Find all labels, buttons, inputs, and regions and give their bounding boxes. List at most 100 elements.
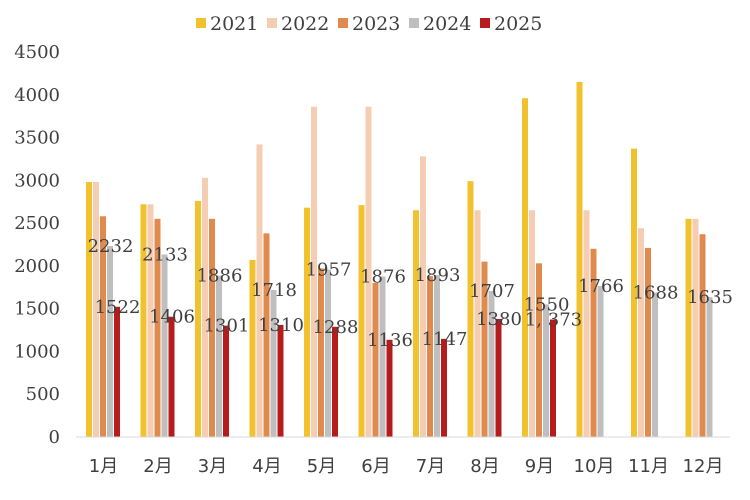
legend: 2021 2022 2023 2024 2025 xyxy=(196,13,542,35)
bar-2023-2月 xyxy=(154,218,161,437)
bar-2021-6月 xyxy=(358,205,365,437)
bars xyxy=(86,81,713,437)
bar-2023-7月 xyxy=(427,276,433,437)
legend-swatch-2023 xyxy=(338,18,348,28)
data-label: 1707 xyxy=(469,281,515,302)
data-label: 1635 xyxy=(687,287,733,308)
bar-2021-2月 xyxy=(140,204,147,437)
x-tick-label: 12月 xyxy=(683,456,724,477)
bar-2022-6月 xyxy=(365,106,372,437)
data-label: 1876 xyxy=(360,266,406,287)
bar-2023-10月 xyxy=(590,248,597,437)
x-tick-label: 4月 xyxy=(252,456,281,477)
y-tick-label: 0 xyxy=(49,427,60,448)
y-tick-label: 2000 xyxy=(14,256,60,277)
data-label: 2232 xyxy=(88,236,134,257)
legend-swatch-2022 xyxy=(267,18,277,28)
data-label: 1310 xyxy=(258,315,304,336)
bar-2022-7月 xyxy=(420,156,426,437)
y-tick-label: 500 xyxy=(26,384,60,405)
y-tick-label: 3500 xyxy=(14,128,60,149)
bar-2025-2月 xyxy=(168,316,175,437)
legend-swatch-2021 xyxy=(196,18,206,28)
x-tick-label: 10月 xyxy=(574,456,615,477)
legend-label: 2023 xyxy=(352,13,400,35)
bar-2022-4月 xyxy=(256,144,263,437)
bar-2024-12月 xyxy=(706,297,713,437)
data-label: 1288 xyxy=(313,317,359,338)
bar-2025-4月 xyxy=(277,324,284,437)
y-tick-label: 3000 xyxy=(14,170,60,191)
bar-2021-9月 xyxy=(522,98,528,437)
bar-2023-6月 xyxy=(372,283,379,437)
bar-2022-12月 xyxy=(692,218,699,437)
bar-2024-2月 xyxy=(161,254,168,437)
x-tick-label: 5月 xyxy=(307,456,336,477)
bar-2021-10月 xyxy=(576,81,583,437)
bar-2024-6月 xyxy=(379,276,386,437)
bar-2024-10月 xyxy=(597,285,604,437)
data-label: 1380 xyxy=(476,309,522,330)
bar-2025-6月 xyxy=(386,339,393,437)
legend-swatch-2024 xyxy=(409,18,419,28)
bar-2023-1月 xyxy=(100,216,106,437)
bar-2024-5月 xyxy=(325,269,331,437)
data-label: 1688 xyxy=(633,283,679,304)
legend-swatch-2025 xyxy=(480,18,490,28)
bar-2024-1月 xyxy=(107,246,113,437)
bar-2021-3月 xyxy=(195,200,201,437)
bar-2022-9月 xyxy=(529,210,535,437)
bar-2025-9月 xyxy=(550,319,556,437)
data-label: 1, 373 xyxy=(525,310,582,331)
bar-2025-3月 xyxy=(223,325,229,437)
x-tick-label: 8月 xyxy=(470,456,499,477)
y-tick-label: 4000 xyxy=(14,85,60,106)
x-tick-label: 6月 xyxy=(361,456,390,477)
bar-2021-11月 xyxy=(631,148,637,437)
data-label: 2133 xyxy=(142,245,188,266)
legend-label: 2024 xyxy=(423,13,471,35)
bar-2022-10月 xyxy=(583,210,590,437)
data-label: 1147 xyxy=(422,329,468,350)
x-tick-label: 2月 xyxy=(143,456,172,477)
data-label: 1522 xyxy=(95,297,141,318)
bar-2023-11月 xyxy=(645,247,651,437)
bar-2024-11月 xyxy=(652,292,658,437)
y-tick-label: 1500 xyxy=(14,299,60,320)
bar-2022-2月 xyxy=(147,204,154,437)
bar-2022-1月 xyxy=(93,182,99,437)
y-tick-label: 1000 xyxy=(14,341,60,362)
legend-label: 2021 xyxy=(210,13,258,35)
bar-2022-5月 xyxy=(311,106,317,437)
data-label: 1718 xyxy=(251,280,297,301)
x-tick-label: 9月 xyxy=(525,456,554,477)
bar-2025-7月 xyxy=(441,338,447,437)
bar-2024-8月 xyxy=(488,290,495,437)
bar-2023-9月 xyxy=(536,263,542,437)
bar-2023-5月 xyxy=(318,268,324,437)
bar-2022-11月 xyxy=(638,228,644,437)
bar-2024-7月 xyxy=(434,275,440,437)
data-label: 1406 xyxy=(149,307,195,328)
bar-2025-1月 xyxy=(114,306,120,437)
bar-2024-3月 xyxy=(216,275,222,437)
x-tick-label: 7月 xyxy=(416,456,445,477)
bar-2025-8月 xyxy=(495,318,502,437)
bar-2021-7月 xyxy=(413,210,419,437)
y-tick-label: 2500 xyxy=(14,213,60,234)
bar-2021-4月 xyxy=(249,259,256,437)
bar-2023-4月 xyxy=(263,233,270,437)
bar-2021-12月 xyxy=(685,218,692,437)
x-tick-label: 11月 xyxy=(628,456,669,477)
bar-2021-1月 xyxy=(86,182,92,437)
x-tick-label: 1月 xyxy=(89,456,118,477)
data-label: 1957 xyxy=(306,260,352,281)
bar-2023-8月 xyxy=(481,261,488,437)
bar-2023-3月 xyxy=(209,218,215,437)
bar-2022-8月 xyxy=(474,210,481,437)
bar-2022-3月 xyxy=(202,177,208,437)
bar-2021-8月 xyxy=(467,181,474,437)
data-label: 1550 xyxy=(524,294,570,315)
